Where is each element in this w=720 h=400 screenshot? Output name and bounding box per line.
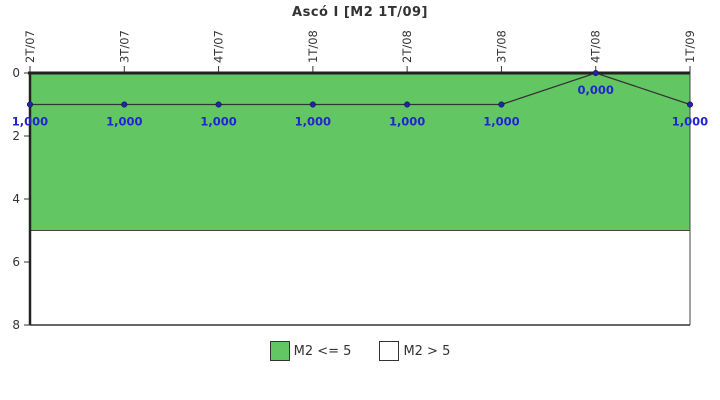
data-point xyxy=(215,101,222,108)
data-point-label: 1,000 xyxy=(389,115,425,129)
x-axis-label: 4T/08 xyxy=(589,30,603,63)
data-line xyxy=(30,72,691,106)
y-axis-label: 8 xyxy=(12,318,20,332)
x-axis-label: 2T/08 xyxy=(400,30,414,63)
band-white xyxy=(30,230,690,325)
data-point-label: 0,000 xyxy=(578,83,614,97)
data-point xyxy=(592,69,599,77)
legend-swatch-green xyxy=(269,341,290,361)
legend-label: M2 <= 5 xyxy=(293,343,352,359)
x-axis-label: 3T/08 xyxy=(494,30,508,63)
legend-label: M2 > 5 xyxy=(403,343,451,359)
legend-item-in-range: M2 <= 5 xyxy=(269,341,352,361)
legend-swatch-white xyxy=(379,341,400,361)
x-axis-label: 3T/07 xyxy=(117,30,131,63)
data-point-label: 1,000 xyxy=(200,115,236,129)
data-point-label: 1,000 xyxy=(483,115,519,129)
y-axis-label: 0 xyxy=(12,66,20,80)
y-axis-label: 6 xyxy=(12,255,20,269)
data-point xyxy=(404,101,411,108)
chart-title: Ascó I [M2 1T/09] xyxy=(292,5,428,20)
chart-legend: M2 <= 5 M2 > 5 xyxy=(0,341,720,361)
x-axis-label: 1T/09 xyxy=(683,30,697,63)
data-point-label: 1,000 xyxy=(672,115,708,129)
data-point xyxy=(686,101,694,108)
x-axis-label: 4T/07 xyxy=(212,30,226,63)
legend-item-out-of-range: M2 > 5 xyxy=(379,341,450,361)
data-point xyxy=(121,101,128,108)
x-axis-label: 1T/08 xyxy=(306,30,320,63)
x-axis-label: 2T/07 xyxy=(23,30,37,63)
y-axis-label: 4 xyxy=(12,192,20,206)
data-point xyxy=(26,101,34,108)
line-chart: 2T/07 3T/07 4T/07 1T/08 2T/08 3T/08 4T/08 1T/09… xyxy=(12,30,708,332)
y-axis-label: 2 xyxy=(12,129,20,143)
data-point xyxy=(309,101,316,108)
data-point-label: 1,000 xyxy=(12,115,48,129)
data-point-label: 1,000 xyxy=(106,115,142,129)
data-point-label: 1,000 xyxy=(295,115,331,129)
band-green xyxy=(30,73,690,231)
data-point xyxy=(498,101,505,108)
